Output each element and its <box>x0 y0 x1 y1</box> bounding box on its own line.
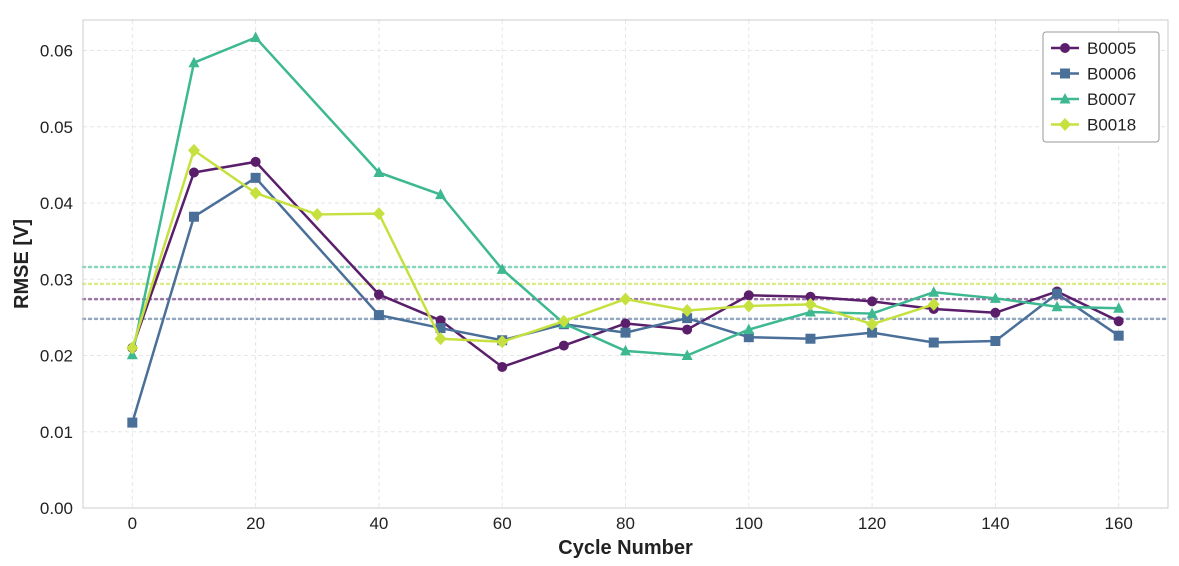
legend-label: B0007 <box>1087 90 1136 109</box>
y-tick-label: 0.00 <box>40 499 73 518</box>
point-b0006 <box>990 336 1001 347</box>
point-b0005 <box>373 289 384 300</box>
legend-marker <box>1060 68 1070 79</box>
point-b0006 <box>188 211 199 222</box>
x-tick-label: 80 <box>616 514 635 533</box>
y-tick-label: 0.05 <box>40 118 73 137</box>
line-b0018 <box>131 149 935 349</box>
line-b0006 <box>131 176 1120 423</box>
point-b0007 <box>435 188 447 200</box>
point-b0018 <box>619 292 632 306</box>
point-b0007 <box>188 56 200 68</box>
y-tick-label: 0.06 <box>40 42 73 61</box>
point-b0005 <box>250 156 261 167</box>
legend-item-b0005: B0005 <box>1051 39 1136 58</box>
y-axis-label: RMSE [V] <box>11 219 33 309</box>
legend: B0005 B0006 B0007 B0018 <box>1042 31 1160 143</box>
legend-item-b0018: B0018 <box>1051 116 1136 135</box>
point-b0005 <box>682 324 693 335</box>
x-tick-label: 140 <box>981 514 1009 533</box>
point-b0007 <box>1051 300 1063 312</box>
point-b0006 <box>435 323 446 334</box>
point-b0005 <box>990 307 1001 318</box>
point-b0005 <box>188 167 199 178</box>
x-tick-label: 120 <box>858 514 886 533</box>
point-b0007 <box>804 306 816 317</box>
point-b0006 <box>867 327 878 338</box>
point-b0007 <box>989 292 1001 303</box>
x-tick-label: 160 <box>1104 514 1132 533</box>
point-b0018 <box>496 335 509 349</box>
x-tick-label: 60 <box>493 514 512 533</box>
x-axis-label: Cycle Number <box>558 537 693 559</box>
legend-box <box>1042 31 1160 143</box>
x-tick-label: 100 <box>735 514 763 533</box>
point-b0018 <box>557 314 570 328</box>
point-b0007 <box>681 349 693 360</box>
point-b0006 <box>373 310 384 321</box>
legend-label: B0006 <box>1087 65 1136 84</box>
point-b0018 <box>681 304 694 318</box>
legend-item-b0006: B0006 <box>1051 65 1136 84</box>
legend-label: B0005 <box>1087 39 1136 58</box>
point-b0007 <box>496 263 508 274</box>
y-tick-label: 0.02 <box>40 347 73 366</box>
point-b0018 <box>311 207 324 221</box>
point-b0018 <box>742 299 755 313</box>
point-b0005 <box>867 296 878 307</box>
legend-label: B0018 <box>1087 116 1136 135</box>
point-b0005 <box>620 318 631 329</box>
point-b0007 <box>250 31 262 43</box>
series <box>126 31 1125 428</box>
point-b0006 <box>620 327 631 338</box>
y-axis-ticks: 0.00 0.01 0.02 0.03 0.04 0.05 0.06 <box>40 42 73 519</box>
point-b0006 <box>682 313 693 324</box>
point-b0018 <box>372 207 385 221</box>
point-b0007 <box>743 323 755 335</box>
point-b0006 <box>805 333 816 344</box>
point-b0005 <box>435 315 446 326</box>
series-b0018 <box>126 143 940 355</box>
point-b0007 <box>866 307 878 319</box>
x-tick-label: 20 <box>246 514 265 533</box>
point-b0005 <box>1113 316 1124 327</box>
point-b0018 <box>249 186 262 200</box>
point-b0006 <box>127 417 138 428</box>
point-b0006 <box>1113 330 1124 341</box>
grid <box>83 20 1168 509</box>
point-b0006 <box>743 332 754 343</box>
plot-frame <box>82 19 1169 509</box>
point-b0006 <box>928 337 939 348</box>
y-tick-label: 0.01 <box>40 423 73 442</box>
point-b0005 <box>743 290 754 301</box>
point-b0005 <box>805 291 816 302</box>
x-tick-label: 0 <box>128 514 137 533</box>
point-b0018 <box>187 143 200 157</box>
point-b0018 <box>804 297 817 311</box>
legend-item-b0007: B0007 <box>1051 90 1136 109</box>
legend-marker <box>1059 93 1071 104</box>
line-b0007 <box>131 36 1119 357</box>
y-tick-label: 0.04 <box>40 194 73 213</box>
point-b0005 <box>558 340 569 351</box>
point-b0018 <box>927 297 940 311</box>
point-b0018 <box>126 341 139 355</box>
x-axis-ticks: 0 20 40 60 80 100 120 140 160 <box>128 514 1133 533</box>
point-b0006 <box>250 172 261 183</box>
point-b0007 <box>1113 302 1125 313</box>
legend-marker <box>1059 118 1071 131</box>
point-b0007 <box>928 286 940 297</box>
y-tick-label: 0.03 <box>40 270 73 289</box>
x-tick-label: 40 <box>369 514 388 533</box>
point-b0006 <box>1052 288 1063 299</box>
point-b0007 <box>373 166 385 177</box>
legend-marker <box>1060 43 1070 53</box>
point-b0005 <box>497 361 508 372</box>
point-b0018 <box>434 332 447 346</box>
point-b0007 <box>620 344 631 356</box>
point-b0018 <box>866 317 879 331</box>
